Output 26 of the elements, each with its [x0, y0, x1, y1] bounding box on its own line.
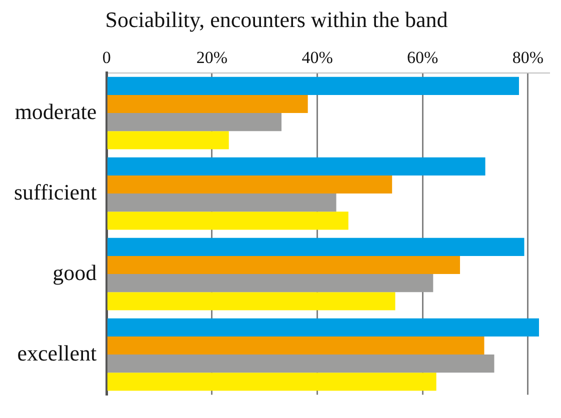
bar	[107, 113, 282, 132]
bar	[107, 157, 486, 176]
y-tick-label: sufficient	[14, 179, 97, 204]
x-tick-label: 60%	[407, 48, 438, 68]
x-tick-label: 80%	[512, 48, 544, 68]
bar	[107, 212, 348, 230]
bar	[107, 274, 434, 292]
y-tick-label: excellent	[17, 340, 97, 366]
bar	[107, 175, 392, 194]
bar	[107, 354, 494, 373]
bar	[107, 256, 460, 274]
x-tick-label: 40%	[302, 48, 333, 68]
bar	[107, 238, 524, 256]
bar	[107, 94, 308, 114]
x-tick-label: 0	[102, 48, 111, 68]
bar	[107, 318, 539, 336]
bar	[107, 336, 484, 355]
bar	[107, 131, 229, 150]
bar	[107, 76, 519, 95]
bar	[107, 372, 436, 391]
bar	[107, 292, 396, 310]
bar	[107, 194, 336, 212]
chart-title: Sociability, encounters within the band	[105, 6, 448, 32]
x-tick-label: 20%	[196, 48, 228, 68]
y-tick-label: moderate	[14, 98, 97, 124]
y-tick-label: good	[52, 260, 97, 285]
